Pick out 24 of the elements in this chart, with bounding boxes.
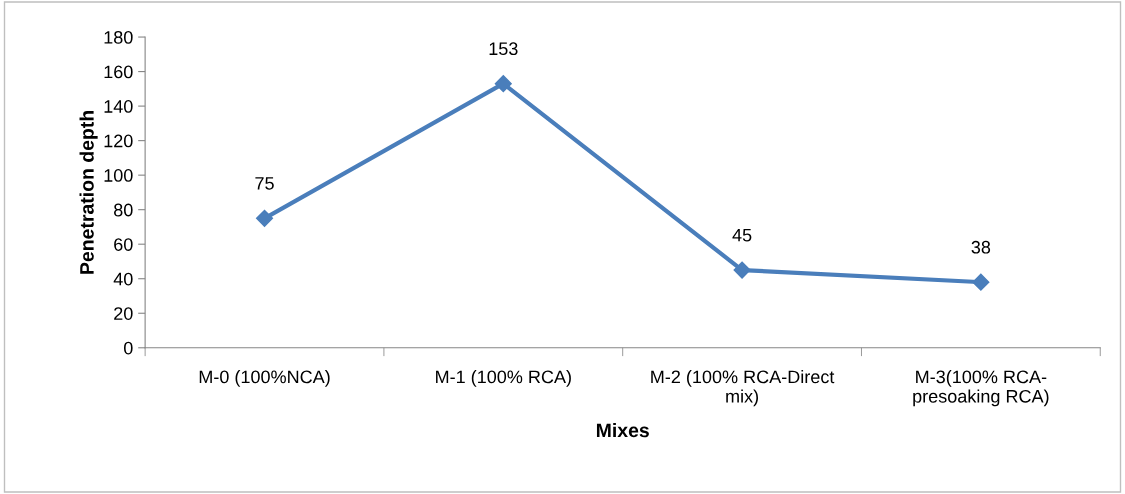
data-label: 153: [489, 42, 518, 56]
point: [733, 261, 751, 279]
x-tick-label: M-2 (100% RCA-Direct mix): [651, 370, 835, 407]
y-tick-label: 80: [114, 203, 133, 217]
y-axis-title: Penetration depth: [79, 110, 98, 274]
data-label: 38: [971, 240, 991, 254]
y-tick-label: 60: [114, 238, 133, 251]
x-tick-label: M-3(100% RCA- presoaking RCA): [913, 370, 1049, 407]
x-tick-label: M-0 (100%NCA): [199, 370, 330, 387]
y-tick-label: 0: [123, 341, 133, 355]
y-tick-label: 120: [104, 134, 133, 148]
y-tick-label: 100: [104, 169, 133, 182]
y-tick-label: 40: [113, 272, 133, 286]
point: [972, 273, 990, 291]
x-axis-title: Mixes: [596, 422, 649, 438]
point: [255, 209, 274, 227]
y-tick-label: 160: [104, 65, 133, 79]
y-tick-label: 180: [104, 30, 133, 44]
y-tick-label: 140: [104, 100, 133, 113]
point: [494, 75, 512, 93]
data-label: 45: [732, 228, 752, 242]
y-tick-label: 20: [114, 307, 133, 320]
data-label: 75: [255, 177, 274, 190]
x-tick-label: M-1 (100% RCA): [436, 370, 571, 387]
